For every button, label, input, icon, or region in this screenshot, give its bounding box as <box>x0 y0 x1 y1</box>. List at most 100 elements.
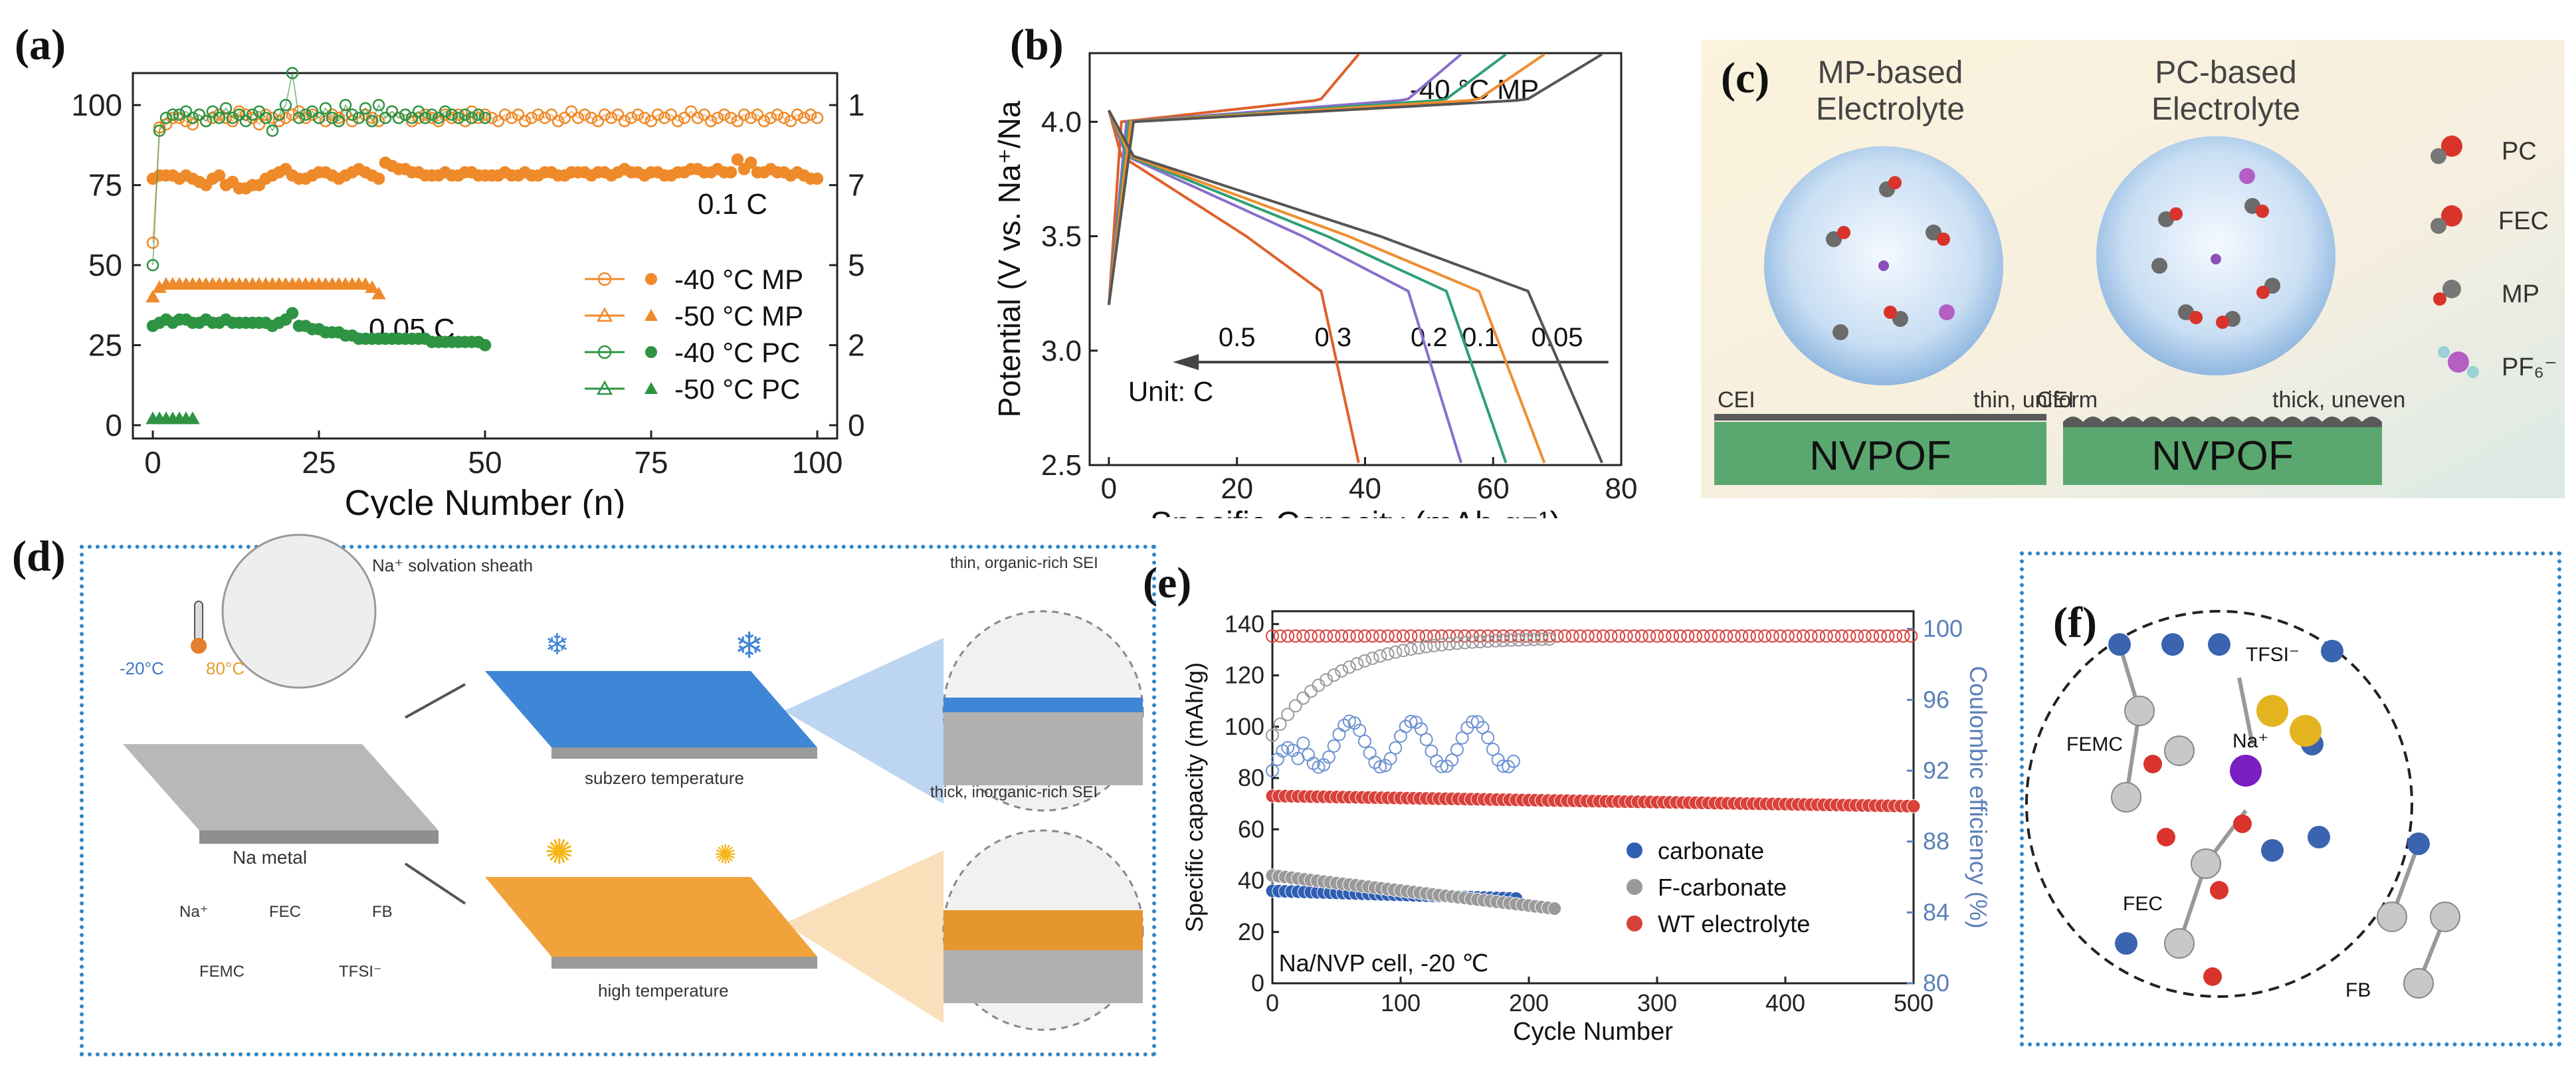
data-point <box>358 276 373 290</box>
y-tick-label: 0 <box>1251 969 1264 997</box>
ce-point <box>1335 664 1349 678</box>
data-point <box>359 108 372 121</box>
ce-point <box>1496 629 1510 643</box>
data-point <box>518 115 532 128</box>
legend-label: carbonate <box>1658 837 1764 864</box>
zoom-bottom-metal <box>943 950 1143 1003</box>
data-point <box>259 108 272 121</box>
data-point <box>326 108 339 121</box>
data-point <box>279 112 292 124</box>
y-tick-label: 20 <box>1238 918 1264 945</box>
data-point <box>532 108 545 121</box>
legend-tfsi: TFSI⁻ <box>339 963 382 981</box>
ce-point <box>1673 629 1687 643</box>
ce-point <box>1273 629 1287 643</box>
ce-point <box>1419 640 1433 654</box>
unit-note: Unit: C <box>1128 376 1213 407</box>
bottom-sei-label: thick, inorganic-rich SEI <box>930 783 1098 801</box>
data-point <box>306 105 319 118</box>
zoom-bottom-sei <box>943 910 1143 950</box>
data-point <box>498 108 512 121</box>
data-point <box>159 118 173 131</box>
ce-point <box>1350 657 1364 671</box>
data-point <box>213 112 226 124</box>
ce-point <box>1520 632 1534 646</box>
ce-point <box>1373 760 1387 774</box>
data-point <box>339 108 352 121</box>
y-tick-label: 80 <box>1238 764 1264 791</box>
ry-tick-label: 0 <box>848 408 864 442</box>
ce-point <box>1363 746 1377 760</box>
data-point <box>226 112 239 124</box>
oxygen-atoms <box>2143 755 2252 986</box>
cei-right-label: CEI <box>2036 387 2074 413</box>
data-point <box>252 118 266 131</box>
discharge-curve <box>1108 110 1546 464</box>
data-point <box>432 112 445 124</box>
x-tick-label: 100 <box>1381 989 1421 1017</box>
panel-a: (a) 025507510002550751000255075100Cycle … <box>0 0 864 518</box>
x-tick-label: 75 <box>634 445 668 480</box>
x-axis-title: Cycle Number (n) <box>344 483 625 518</box>
data-point <box>558 112 571 124</box>
ce-point <box>1704 629 1718 643</box>
oxygen-atoms <box>1837 176 2270 329</box>
ce-point <box>1720 629 1734 643</box>
ce-point <box>1589 629 1603 643</box>
ce-point <box>1473 634 1487 648</box>
cei-right-layer <box>2063 417 2382 427</box>
schematic-d: Na⁺ solvation sheath -20°C 80°C Na metal… <box>120 533 1144 1031</box>
ce-point <box>1466 715 1480 729</box>
data-point <box>292 112 306 124</box>
ce-point <box>1296 691 1310 705</box>
ce-point <box>1535 629 1549 643</box>
legend-label: -40 °C PC <box>674 337 801 368</box>
ce-point <box>1527 629 1541 643</box>
ce-point <box>1383 751 1397 765</box>
ce-point <box>1681 629 1695 643</box>
ce-point <box>1357 629 1371 643</box>
ce-point <box>1427 629 1441 643</box>
data-point <box>731 115 744 128</box>
data-point <box>419 108 432 121</box>
na-metal-label: Na metal <box>233 847 307 868</box>
data-point <box>186 112 199 124</box>
ce-point <box>1850 629 1864 643</box>
data-point <box>233 105 246 118</box>
ce-point <box>1442 637 1456 651</box>
annotation-0-1c: 0.1 C <box>698 188 767 221</box>
ce-point <box>1296 629 1310 643</box>
ce-point <box>1904 629 1918 643</box>
pc-title-2: Electrolyte <box>2151 92 2300 127</box>
ce-point <box>1612 629 1626 643</box>
mp-title-2: Electrolyte <box>1816 92 1965 127</box>
ce-point <box>1596 629 1610 643</box>
data-point <box>179 105 193 118</box>
data-point <box>226 115 239 128</box>
cei-right-desc: thick, uneven <box>2272 387 2405 413</box>
data-point <box>485 112 498 124</box>
data-point <box>286 66 299 80</box>
y-tick-label: 40 <box>1238 867 1264 894</box>
panel-d-label: (d) <box>12 532 66 581</box>
data-point <box>664 108 678 121</box>
ce-point <box>1414 722 1428 736</box>
ce-point <box>1804 629 1818 643</box>
ce-point <box>1365 629 1379 643</box>
data-point <box>751 108 764 121</box>
x-tick-label: 25 <box>302 445 336 480</box>
ce-point <box>1445 753 1459 767</box>
y-tick-label: 140 <box>1225 610 1264 637</box>
data-point <box>691 112 704 124</box>
na-ion <box>2230 755 2262 787</box>
data-point <box>339 98 352 112</box>
carbon-atoms <box>2111 696 2460 999</box>
y-tick-label: 2.5 <box>1041 449 1082 482</box>
discharge-curve <box>1108 110 1603 464</box>
data-point <box>472 108 485 121</box>
ce-point <box>1512 629 1526 643</box>
data-point <box>718 108 731 121</box>
ce-point <box>1504 633 1518 647</box>
data-point <box>326 112 339 124</box>
ce-point <box>1342 660 1356 674</box>
